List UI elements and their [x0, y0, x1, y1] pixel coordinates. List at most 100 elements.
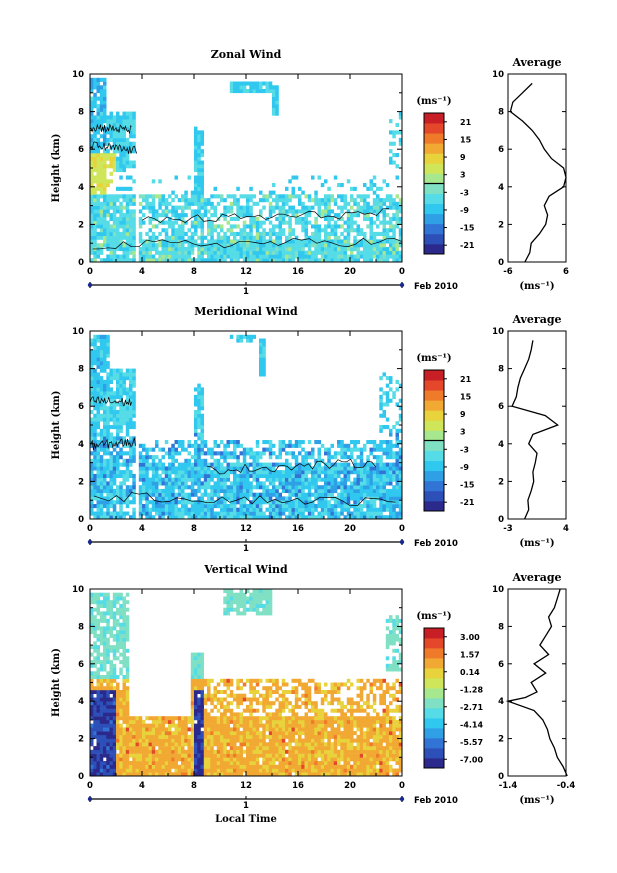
heatmap-cell — [255, 247, 260, 252]
heatmap-cell — [223, 239, 227, 244]
heatmap-cell — [129, 228, 133, 233]
heatmap-cell — [103, 235, 107, 240]
heatmap-cell — [385, 205, 390, 210]
heatmap-cell — [314, 231, 318, 236]
heatmap-cell — [262, 372, 266, 377]
heatmap-cell — [155, 761, 159, 765]
heatmap-cell — [119, 213, 123, 218]
heatmap-cell — [194, 130, 198, 135]
heatmap-cell — [116, 630, 120, 635]
heatmap-cell — [207, 224, 211, 229]
heatmap-cell — [125, 194, 130, 199]
heatmap-cell — [294, 235, 299, 240]
heatmap-cell — [281, 213, 286, 218]
heatmap-cell — [151, 247, 156, 252]
heatmap-cell — [125, 141, 130, 146]
heatmap-cell — [181, 443, 185, 448]
heatmap-cell — [197, 209, 201, 214]
heatmap-cell — [272, 111, 276, 116]
heatmap-cell — [281, 254, 286, 259]
heatmap-cell — [395, 515, 399, 520]
heatmap-cell — [125, 432, 130, 437]
heatmap-cell — [320, 500, 325, 505]
heatmap-cell — [346, 209, 351, 214]
heatmap-cell — [142, 731, 146, 736]
heatmap-cell — [275, 198, 279, 203]
heatmap-cell — [223, 477, 227, 482]
heatmap-cell — [90, 89, 94, 94]
heatmap-cell — [340, 231, 344, 236]
heatmap-cell — [151, 772, 156, 777]
heatmap-cell — [197, 432, 201, 437]
heatmap-cell — [262, 473, 266, 478]
heatmap-cell — [132, 391, 136, 396]
heatmap-cell — [116, 402, 120, 407]
heatmap-cell — [372, 209, 377, 214]
heatmap-cell — [155, 511, 159, 516]
heatmap-cell — [103, 511, 107, 516]
heatmap-cell — [285, 496, 289, 501]
heatmap-cell — [314, 485, 318, 490]
heatmap-cell — [96, 734, 100, 739]
heatmap-cell — [164, 757, 169, 762]
heatmap-cell — [138, 235, 143, 240]
heatmap-cell — [398, 130, 403, 135]
heatmap-cell — [197, 716, 201, 721]
heatmap-cell — [239, 466, 243, 471]
heatmap-cell — [314, 496, 318, 501]
heatmap-cell — [324, 216, 328, 221]
heatmap-cell — [272, 100, 276, 105]
colorbar-tick-label: 21 — [460, 118, 472, 127]
heatmap-cell — [376, 198, 380, 203]
heatmap-cell — [109, 205, 113, 210]
heatmap-cell — [301, 220, 305, 225]
heatmap-cell — [340, 243, 344, 248]
heatmap-cell — [93, 481, 97, 486]
heatmap-cell — [181, 500, 185, 505]
heatmap-cell — [103, 239, 107, 244]
heatmap-cell — [132, 481, 136, 486]
heatmap-cell — [372, 470, 377, 475]
heatmap-cell — [142, 719, 146, 724]
heatmap-cell — [356, 194, 360, 199]
heatmap-cell — [109, 500, 113, 505]
heatmap-cell — [190, 749, 195, 754]
heatmap-cell — [200, 671, 204, 676]
heatmap-cell — [158, 496, 162, 501]
heatmap-cell — [103, 334, 107, 339]
heatmap-cell — [265, 488, 269, 493]
heatmap-cell — [317, 228, 321, 233]
heatmap-cell — [155, 481, 159, 486]
heatmap-cell — [164, 716, 169, 721]
heatmap-cell — [132, 447, 136, 452]
heatmap-cell — [106, 622, 110, 627]
heatmap-cell — [265, 485, 269, 490]
heatmap-cell — [93, 511, 97, 516]
heatmap-cell — [190, 768, 195, 773]
heatmap-cell — [93, 648, 97, 653]
heatmap-cell — [99, 160, 104, 165]
heatmap-cell — [353, 220, 357, 225]
heatmap-cell — [187, 753, 191, 758]
heatmap-cell — [340, 507, 344, 512]
heatmap-cell — [161, 772, 165, 777]
heatmap-cell — [96, 690, 100, 694]
heatmap-cell — [291, 209, 295, 214]
heatmap-cell — [90, 364, 94, 369]
heatmap-cell — [272, 96, 276, 101]
heatmap-cell — [119, 243, 123, 248]
heatmap-cell — [301, 224, 305, 229]
heatmap-cell — [90, 686, 94, 691]
heatmap-cell — [353, 235, 357, 240]
heatmap-cell — [112, 160, 117, 165]
heatmap-cell — [116, 746, 120, 751]
heatmap-cell — [168, 500, 172, 505]
heatmap-cell — [268, 201, 273, 206]
heatmap-cell — [272, 470, 276, 475]
heatmap-cell — [168, 511, 172, 516]
heatmap-cell — [262, 254, 266, 259]
heatmap-cell — [161, 746, 165, 751]
heatmap-cell — [112, 145, 117, 150]
heatmap-cell — [103, 402, 107, 407]
heatmap-cell — [239, 507, 243, 512]
